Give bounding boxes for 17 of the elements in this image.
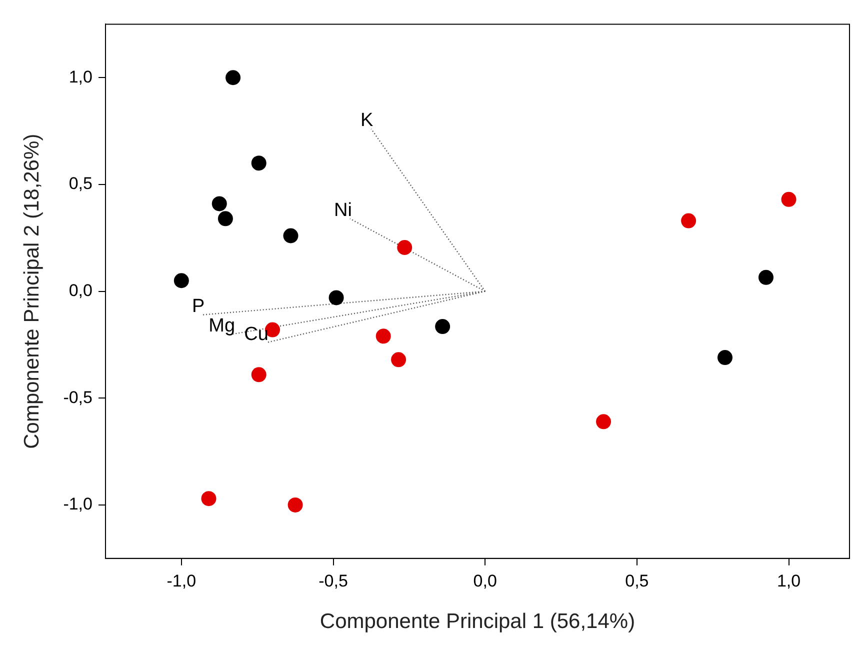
x-tick-label: -1,0 — [166, 571, 196, 590]
series-label: P — [192, 296, 205, 318]
y-tick-label: 1,0 — [68, 67, 92, 86]
y-tick-label: 0,5 — [68, 174, 92, 194]
series-label: Ni — [334, 200, 352, 221]
x-tick-label: 0,0 — [473, 571, 497, 590]
x-axis-title: Componente Principal 1 (56,14%) — [320, 610, 636, 634]
series-label: Cu — [244, 324, 268, 345]
x-tick-label: 0,5 — [625, 571, 649, 590]
y-tick-label: -1,0 — [63, 494, 92, 514]
series-label: K — [360, 110, 374, 132]
y-axis-title: Componente Principal 2 (18,26%) — [20, 134, 44, 449]
y-tick-label: 0,0 — [68, 280, 92, 300]
x-tick-label: 1,0 — [776, 571, 801, 590]
x-tick-label: -0,5 — [318, 571, 348, 590]
series-label: Mg — [208, 315, 236, 336]
y-tick-label: -0,5 — [63, 388, 92, 407]
